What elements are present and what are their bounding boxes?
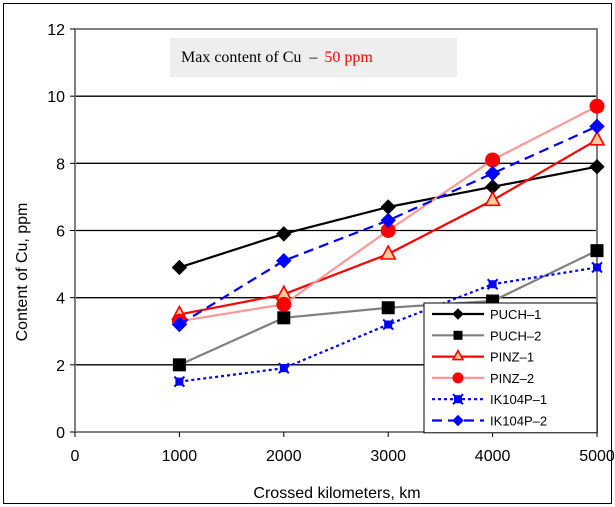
data-point-marker (276, 253, 292, 269)
data-point-marker (485, 152, 501, 168)
data-point-marker (452, 372, 464, 384)
y-tick-label: 10 (47, 89, 65, 106)
data-point-marker (453, 330, 463, 340)
data-point-marker (276, 296, 292, 312)
x-tick-label: 3000 (370, 448, 406, 465)
data-point-marker (276, 226, 292, 242)
svg-text:Max content of Cu –: Max content of Cu – 50 ppm (181, 49, 373, 66)
y-axis-title: Content of Cu, ppm (14, 203, 31, 342)
x-axis-title: Crossed kilometers, km (253, 485, 420, 502)
legend-label: IK104P–1 (490, 392, 547, 407)
legend-item: PINZ–1 (432, 348, 534, 365)
legend-label: IK104P–2 (490, 414, 547, 429)
legend: PUCH–1 PUCH–2 PINZ–1 PINZ–2 IK104P–1 IK104P–2 (423, 302, 598, 434)
data-point-marker (589, 158, 605, 175)
data-point-marker (486, 278, 499, 290)
data-point-marker (172, 358, 186, 372)
series-5 (173, 261, 603, 388)
legend-item: PUCH–1 (432, 307, 541, 322)
series-2 (172, 244, 604, 372)
y-tick-label: 8 (56, 156, 65, 173)
series-6 (171, 118, 605, 333)
data-point-marker (484, 190, 501, 207)
data-point-marker (451, 348, 465, 361)
legend-label: PINZ–1 (490, 350, 534, 365)
series-line (178, 125, 598, 326)
x-tick-label: 1000 (162, 448, 198, 465)
data-point-marker (589, 118, 605, 135)
annotation-dash: – (308, 49, 318, 66)
annotation-value: 50 ppm (324, 49, 373, 66)
y-tick-label: 2 (56, 358, 65, 375)
data-point-marker (484, 165, 501, 182)
data-point-marker (278, 362, 290, 374)
annotation-prefix: Max content of Cu (181, 49, 301, 66)
data-point-marker (452, 414, 464, 427)
legend-label: PUCH–2 (490, 328, 541, 343)
series-layer (171, 98, 606, 388)
data-point-marker (171, 259, 188, 276)
legend-item: PINZ–2 (432, 371, 534, 386)
x-tick-label: 5000 (579, 448, 615, 465)
data-point-marker (173, 375, 186, 388)
data-point-marker (171, 316, 188, 333)
data-point-marker (591, 261, 603, 274)
legend-item: IK104P–1 (432, 392, 547, 407)
legend-box (423, 302, 598, 434)
data-point-marker (382, 318, 394, 331)
data-point-marker (379, 244, 397, 260)
data-point-marker (588, 130, 606, 146)
x-tick-label: 4000 (475, 448, 511, 465)
data-point-marker (380, 199, 396, 215)
x-tick-label: 2000 (266, 448, 302, 465)
data-point-marker (452, 308, 464, 320)
legend-label: PINZ–2 (490, 371, 534, 386)
y-tick-label: 4 (56, 291, 65, 308)
data-point-marker (277, 311, 291, 325)
tick-labels: 0 2 4 6 8 10 12 0 1000 2000 3000 4000 5000 (47, 22, 615, 465)
annotation-box: Max content of Cu – 50 ppm (170, 38, 457, 77)
data-point-marker (590, 244, 604, 258)
data-point-marker (380, 212, 396, 229)
legend-item: PUCH–2 (432, 328, 541, 343)
y-tick-label: 12 (47, 22, 65, 39)
data-point-marker (452, 393, 464, 405)
x-tick-label: 0 (71, 448, 80, 465)
data-point-marker (589, 98, 605, 114)
data-point-marker (381, 301, 395, 315)
legend-label: PUCH–1 (490, 307, 541, 322)
legend-item: IK104P–2 (432, 414, 547, 429)
y-tick-label: 0 (56, 425, 65, 442)
y-tick-label: 6 (56, 224, 65, 241)
